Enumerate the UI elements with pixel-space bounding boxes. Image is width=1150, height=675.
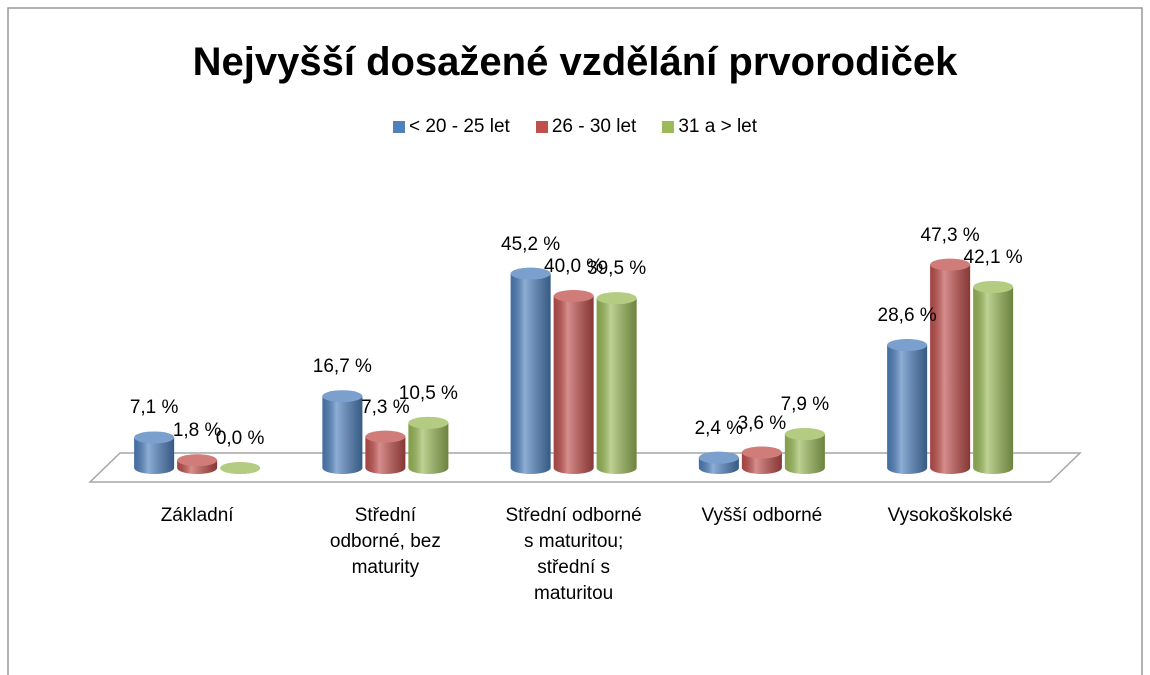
data-label: 0,0 % (215, 428, 265, 449)
bar-top (322, 390, 363, 403)
bar-top-light (365, 430, 406, 443)
x-tick-label: Vysokoškolské (887, 505, 1013, 526)
legend-swatch (535, 121, 548, 133)
data-label: 1,8 % (172, 420, 222, 442)
bar-top (784, 428, 825, 441)
bar-shade (365, 436, 406, 474)
bar-top-light (973, 280, 1014, 293)
data-label: 45,2 % (501, 233, 561, 255)
bar-top (177, 454, 218, 467)
x-tick-label: Střední odborné s maturitou; střední s m… (505, 505, 642, 604)
bar-shade (596, 298, 637, 474)
bar-top (596, 292, 637, 305)
bar-top (134, 431, 175, 444)
legend-item: < 20 - 25 let (392, 116, 510, 138)
bar-top (973, 280, 1014, 293)
bar-top-light (408, 416, 449, 429)
bar-top (220, 462, 261, 474)
data-label: 16,7 % (312, 356, 372, 378)
data-label: 28,6 % (877, 305, 937, 327)
data-label: 7,9 % (780, 394, 830, 416)
bar-top (408, 416, 449, 429)
bar-top-light (322, 390, 363, 403)
bar-top-light (887, 339, 928, 352)
bar-top-light (510, 267, 551, 280)
data-label: 40,0 % (544, 256, 604, 277)
bar-top (741, 446, 782, 459)
bar-top-light (698, 451, 739, 464)
legend-label: 26 - 30 let (551, 116, 637, 137)
bar-shade (887, 345, 928, 474)
x-tick-label: Střední odborné, bez maturity (329, 505, 441, 578)
data-label: 10,5 % (398, 382, 458, 404)
data-label: 7,1 % (129, 397, 179, 419)
bar-top-light (177, 454, 218, 467)
bar-top-light (741, 446, 782, 459)
bar-shade (408, 422, 449, 474)
bar-shade (553, 296, 594, 474)
x-tick-label: Základní (160, 505, 234, 526)
bar-shade (134, 437, 175, 474)
data-label: 39,5 % (587, 258, 647, 280)
legend-swatch (392, 121, 405, 133)
bar-shade (930, 264, 971, 474)
legend-label: < 20 - 25 let (408, 116, 510, 137)
bar-top-light (134, 431, 175, 444)
bar-top (698, 451, 739, 464)
legend-swatch (662, 121, 675, 133)
bar-top-light (553, 290, 594, 302)
bar-top (553, 290, 594, 302)
legend: < 20 - 25 let 26 - 30 let 31 a > let (0, 116, 1150, 138)
bar-top-light (784, 428, 825, 441)
bar-top (510, 267, 551, 280)
bar-top (930, 258, 971, 271)
floor (88, 452, 1082, 483)
bar-top-light (220, 462, 261, 474)
bar-top-light (596, 292, 637, 305)
data-label: 47,3 % (920, 224, 980, 246)
bar-top-light (930, 258, 971, 271)
legend-item: 31 a > let (662, 116, 757, 138)
bar-shade (322, 396, 363, 474)
chart-title: Nejvyšší dosažené vzdělání prvorodiček (192, 40, 958, 84)
data-label: 2,4 % (694, 417, 744, 439)
bar-top (887, 339, 928, 352)
bar-shade (741, 452, 782, 474)
bar-shade (510, 273, 551, 474)
x-tick-label: Vyšší odborné (701, 505, 823, 526)
data-label: 3,6 % (737, 412, 787, 434)
frame (7, 7, 1143, 675)
legend-item: 26 - 30 let (535, 116, 637, 138)
legend-label: 31 a > let (678, 116, 758, 137)
data-label: 42,1 % (963, 246, 1023, 268)
data-label: 7,3 % (361, 396, 410, 418)
bar-shade (784, 434, 825, 474)
bar-shade (973, 286, 1014, 474)
bar-top (365, 430, 406, 443)
